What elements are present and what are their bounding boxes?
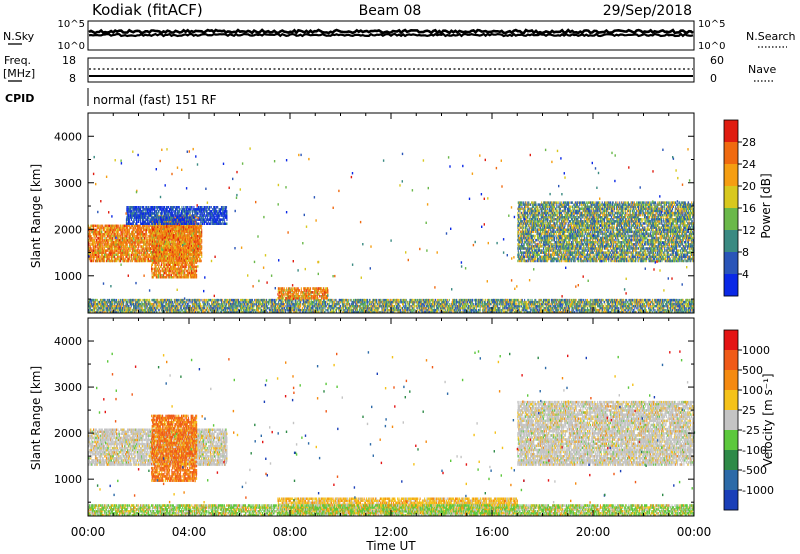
xtick-label: 20:00 [576, 525, 611, 539]
power-heatmap [88, 147, 695, 314]
cpid-text: normal (fast) 151 RF [93, 93, 217, 107]
colorbar-segment [724, 370, 738, 391]
freq-panel [87, 57, 695, 83]
ytick-label: 2000 [54, 223, 82, 236]
ytick-label: 3000 [54, 177, 82, 190]
xtick-label: 00:00 [677, 525, 712, 539]
nave-tick-bottom: 0 [710, 72, 717, 85]
colorbar-segment [724, 274, 738, 297]
nave-tick-top: 60 [710, 54, 724, 67]
colorbar-tick-label: 4 [742, 268, 749, 281]
xtick-label: 00:00 [71, 525, 106, 539]
colorbar-tick-label: 1000 [742, 344, 770, 357]
ytick-label: 4000 [54, 130, 82, 143]
station-title: Kodiak (fitACF) [92, 1, 203, 19]
ytick-label: 1000 [54, 270, 82, 283]
colorbar-segment [724, 490, 738, 511]
colorbar-segment [724, 390, 738, 411]
xtick-label: 16:00 [475, 525, 510, 539]
velocity-colorbar-label: Velocity [m s⁻¹] [761, 373, 775, 466]
xtick-label: 08:00 [273, 525, 308, 539]
colorbar-segment [724, 142, 738, 165]
colorbar-tick-label: 25 [742, 404, 756, 417]
freq-tick-top: 18 [62, 54, 76, 67]
colorbar-tick-label: -100 [742, 444, 767, 457]
colorbar-segment [724, 430, 738, 451]
colorbar-tick-label: 100 [742, 384, 763, 397]
colorbar-tick-label: -500 [742, 464, 767, 477]
ytick-label: 4000 [54, 335, 82, 348]
colorbar-segment [724, 186, 738, 209]
ytick-label: 2000 [54, 427, 82, 440]
colorbar-segment [724, 120, 738, 143]
xtick-label: 04:00 [172, 525, 207, 539]
beam-title: Beam 08 [359, 3, 422, 19]
colorbar-tick-label: 16 [742, 202, 756, 215]
colorbar-segment [724, 330, 738, 351]
nsky-trace [88, 28, 694, 38]
velocity-heatmap [88, 350, 696, 517]
nsearch-label: N.Search [746, 30, 796, 43]
nsky-tick-bottom: 10^0 [58, 41, 85, 52]
date-title: 29/Sep/2018 [603, 3, 692, 19]
nsky-panel [87, 20, 695, 51]
colorbar-segment [724, 410, 738, 431]
colorbar-segment [724, 230, 738, 253]
colorbar-segment [724, 164, 738, 187]
colorbar-segment [724, 252, 738, 275]
nsky-tick-top: 10^5 [58, 19, 85, 30]
x-axis-tick-labels: 00:00 04:00 08:00 12:00 16:00 20:00 00:00 [71, 525, 712, 539]
colorbar-tick-label: 28 [742, 136, 756, 149]
nsearch-tick-top: 10^5 [698, 19, 725, 30]
x-axis-label: Time UT [365, 539, 416, 553]
nsky-label: N.Sky [3, 30, 35, 43]
velocity-ylabel: Slant Range [km] [29, 366, 43, 470]
freq-label-2: [MHz] [3, 67, 35, 80]
colorbar-tick-label: -25 [742, 424, 760, 437]
freq-label-1: Freq. [4, 54, 31, 67]
power-colorbar-label: Power [dB] [759, 173, 773, 238]
freq-tick-bottom: 8 [69, 72, 76, 85]
colorbar-tick-label: -1000 [742, 484, 774, 497]
colorbar-segment [724, 450, 738, 471]
ytick-label: 3000 [54, 381, 82, 394]
nave-label: Nave [748, 63, 776, 76]
colorbar-segment [724, 470, 738, 491]
xtick-label: 12:00 [374, 525, 409, 539]
velocity-panel: 1000 2000 3000 4000 Slant Range [km] 1000 50… [29, 317, 775, 517]
power-colorbar: 4 8 12 16 20 24 28 [723, 119, 756, 297]
colorbar-tick-label: 8 [742, 246, 749, 259]
velocity-colorbar: 1000 500 100 25 -25 -100 -500 -1000 [723, 329, 774, 511]
colorbar-tick-label: 500 [742, 364, 763, 377]
ytick-label: 1000 [54, 473, 82, 486]
colorbar-segment [724, 208, 738, 231]
power-panel: 1000 2000 3000 4000 Slant Range [km] 4 8 12 16… [29, 112, 773, 314]
colorbar-tick-label: 24 [742, 158, 756, 171]
power-ylabel: Slant Range [km] [29, 164, 43, 268]
colorbar-segment [724, 350, 738, 371]
cpid-label: CPID [5, 92, 34, 105]
colorbar-tick-label: 12 [742, 224, 756, 237]
nsearch-tick-bottom: 10^0 [698, 41, 725, 52]
colorbar-tick-label: 20 [742, 180, 756, 193]
